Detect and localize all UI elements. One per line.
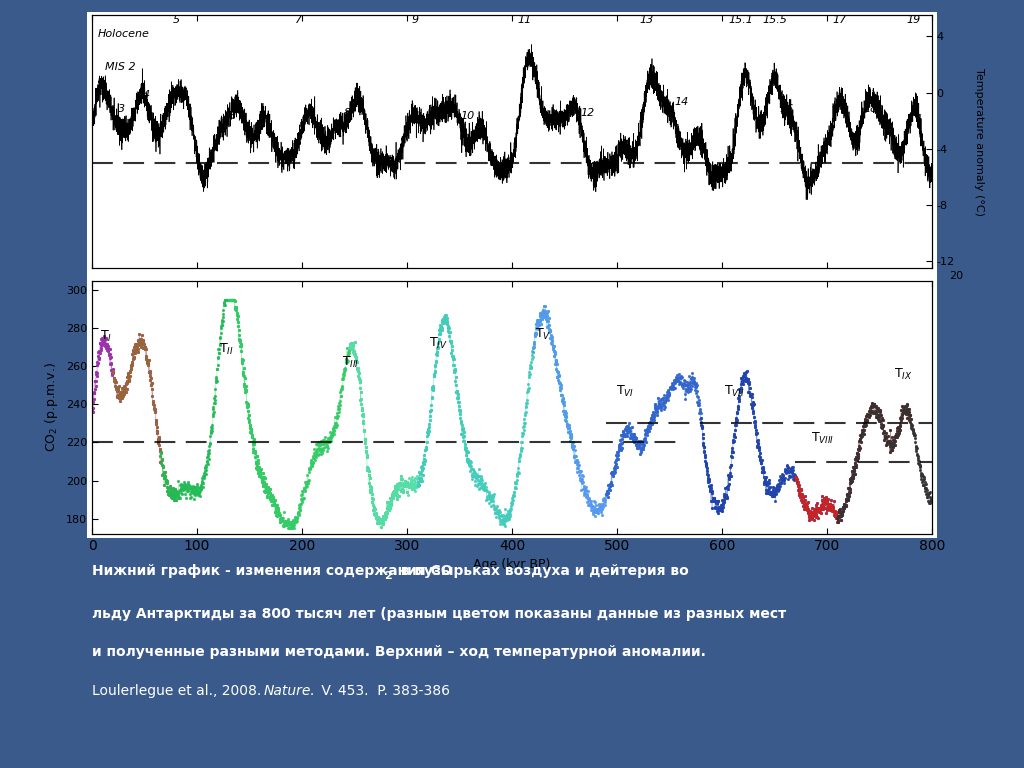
Text: 5: 5: [173, 15, 179, 25]
Text: 20: 20: [948, 271, 963, 281]
Text: 12: 12: [581, 108, 595, 118]
Text: и полученные разными методами. Верхний – ход температурной аномалии.: и полученные разными методами. Верхний –…: [92, 645, 706, 659]
Text: 16: 16: [780, 104, 795, 114]
Text: 9: 9: [412, 15, 419, 25]
Text: 11: 11: [517, 15, 531, 25]
Text: 18: 18: [864, 104, 879, 114]
Text: MIS 2: MIS 2: [104, 61, 135, 71]
Text: 17: 17: [833, 15, 847, 25]
Text: 3: 3: [118, 104, 125, 114]
Text: Holocene: Holocene: [97, 29, 150, 39]
Text: 2: 2: [384, 571, 391, 581]
Text: T$_{IX}$: T$_{IX}$: [894, 366, 912, 382]
X-axis label: Age (kyr BP): Age (kyr BP): [473, 558, 551, 571]
Text: 8: 8: [344, 108, 351, 118]
Text: Nature.: Nature.: [263, 684, 315, 697]
Y-axis label: Temperature anomaly (°C): Temperature anomaly (°C): [974, 68, 984, 216]
Text: T$_I$: T$_I$: [99, 329, 112, 343]
Text: 4: 4: [143, 90, 151, 100]
Text: Loulerlegue et al., 2008.: Loulerlegue et al., 2008.: [92, 684, 266, 697]
Text: льду Антарктиды за 800 тысяч лет (разным цветом показаны данные из разных мест: льду Антарктиды за 800 тысяч лет (разным…: [92, 607, 786, 621]
Text: 13: 13: [639, 15, 653, 25]
Text: 15.1: 15.1: [728, 15, 754, 25]
Text: в пузырьках воздуха и дейтерия во: в пузырьках воздуха и дейтерия во: [396, 564, 689, 578]
Text: T$_{VII}$: T$_{VII}$: [724, 384, 744, 399]
Text: T$_{III}$: T$_{III}$: [342, 355, 359, 370]
Text: 10: 10: [461, 111, 475, 121]
Text: 15.5: 15.5: [762, 15, 786, 25]
Text: T$_{IV}$: T$_{IV}$: [429, 336, 447, 351]
Text: V. 453.  P. 383-386: V. 453. P. 383-386: [317, 684, 451, 697]
Text: T$_{VI}$: T$_{VI}$: [616, 384, 635, 399]
Text: 6: 6: [227, 111, 234, 121]
Text: T$_{VIII}$: T$_{VIII}$: [811, 431, 835, 446]
Text: Нижний график - изменения содержания CO: Нижний график - изменения содержания CO: [92, 564, 453, 578]
Text: T$_V$: T$_V$: [536, 326, 552, 342]
Y-axis label: CO$_2$ (p.p.m.v.): CO$_2$ (p.p.m.v.): [43, 362, 60, 452]
Text: T$_{II}$: T$_{II}$: [219, 342, 233, 357]
Text: 7: 7: [295, 15, 302, 25]
Text: 19: 19: [907, 15, 922, 25]
Text: 14: 14: [675, 97, 689, 107]
